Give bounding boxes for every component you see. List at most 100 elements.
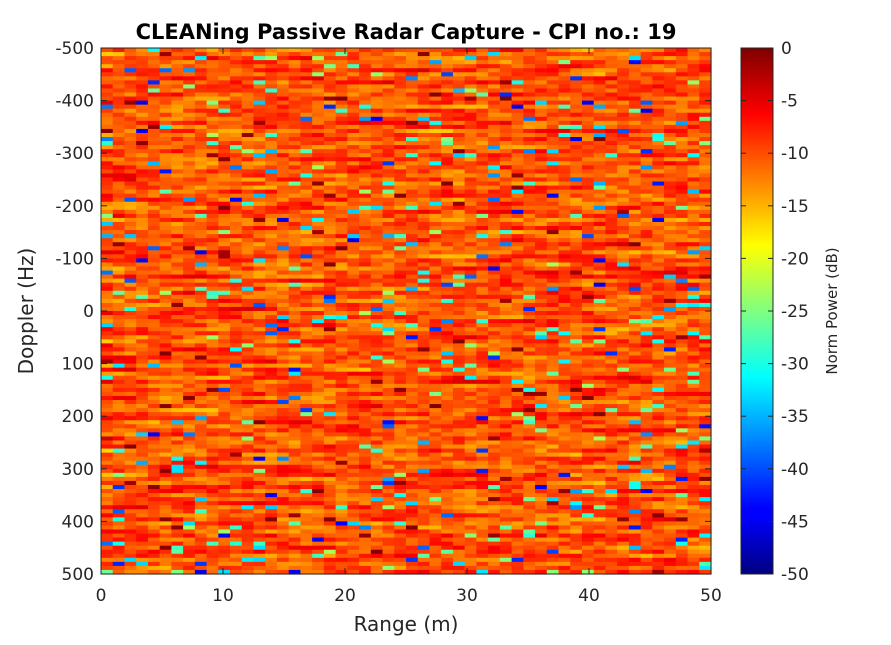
heatmap-cell xyxy=(535,217,548,223)
heatmap-cell xyxy=(593,375,607,381)
heatmap-cell xyxy=(288,258,302,264)
heatmap-cell xyxy=(593,266,607,272)
heatmap-cell xyxy=(206,217,219,223)
heatmap-cell xyxy=(265,395,278,401)
heatmap-cell xyxy=(347,383,360,389)
heatmap-cell xyxy=(652,209,665,215)
heatmap-cell xyxy=(640,395,653,401)
heatmap-cell xyxy=(523,395,536,401)
heatmap-cell xyxy=(640,104,653,110)
heatmap-cell xyxy=(617,379,630,385)
heatmap-cell xyxy=(546,185,560,191)
heatmap-cell xyxy=(171,250,184,255)
heatmap-cell xyxy=(171,367,184,373)
heatmap-cell xyxy=(253,84,266,90)
heatmap-cell xyxy=(136,416,149,421)
heatmap-cell xyxy=(183,177,196,183)
heatmap-cell xyxy=(312,311,325,316)
heatmap-cell xyxy=(370,80,384,86)
heatmap-cell xyxy=(124,201,137,207)
heatmap-cell xyxy=(276,137,290,142)
heatmap-cell xyxy=(230,68,243,73)
heatmap-cell xyxy=(417,141,431,146)
heatmap-cell xyxy=(511,137,524,142)
heatmap-cell xyxy=(476,161,489,166)
heatmap-cell xyxy=(394,153,407,158)
heatmap-cell xyxy=(370,311,384,316)
heatmap-cell xyxy=(406,375,419,381)
heatmap-cell xyxy=(699,351,712,357)
heatmap-cell xyxy=(499,335,513,340)
heatmap-cell xyxy=(147,221,161,227)
heatmap-cell xyxy=(394,262,407,268)
heatmap-cell xyxy=(265,161,278,166)
heatmap-cell xyxy=(535,363,548,369)
heatmap-cell xyxy=(101,108,114,114)
heatmap-cell xyxy=(288,92,302,98)
heatmap-cell xyxy=(593,315,607,320)
heatmap-cell xyxy=(546,323,560,328)
heatmap-cell xyxy=(124,270,137,276)
heatmap-cell xyxy=(230,359,243,365)
heatmap-cell xyxy=(652,96,665,102)
heatmap-cell xyxy=(593,96,607,102)
heatmap-cell xyxy=(488,193,501,199)
heatmap-cell xyxy=(535,112,548,118)
heatmap-cell xyxy=(394,246,407,251)
heatmap-cell xyxy=(406,363,419,369)
heatmap-cell xyxy=(546,343,560,349)
heatmap-cell xyxy=(511,298,524,304)
heatmap-cell xyxy=(147,161,161,166)
heatmap-cell xyxy=(652,351,665,357)
heatmap-cell xyxy=(124,120,137,126)
heatmap-cell xyxy=(206,254,219,259)
heatmap-cell xyxy=(359,153,372,158)
heatmap-cell xyxy=(171,92,184,98)
heatmap-cell xyxy=(394,294,407,300)
heatmap-cell xyxy=(605,201,618,207)
heatmap-cell xyxy=(523,375,536,381)
heatmap-cell xyxy=(382,193,395,199)
heatmap-cell xyxy=(488,347,501,353)
heatmap-cell xyxy=(546,347,560,353)
heatmap-cell xyxy=(499,193,513,199)
heatmap-cell xyxy=(464,298,477,304)
heatmap-cell xyxy=(406,169,419,175)
heatmap-cell xyxy=(452,145,466,150)
heatmap-cell xyxy=(335,238,348,243)
heatmap-cell xyxy=(429,258,442,264)
heatmap-cell xyxy=(605,205,618,211)
heatmap-cell xyxy=(476,408,489,413)
heatmap-cell xyxy=(265,363,278,369)
heatmap-cell xyxy=(276,120,290,126)
heatmap-cell xyxy=(206,226,219,231)
heatmap-cell xyxy=(558,355,571,361)
heatmap-cell xyxy=(335,254,348,259)
heatmap-cell xyxy=(253,189,266,195)
heatmap-cell xyxy=(206,262,219,268)
heatmap-cell xyxy=(194,169,208,175)
heatmap-cell xyxy=(241,48,255,53)
heatmap-cell xyxy=(300,56,313,61)
heatmap-cell xyxy=(288,181,302,187)
heatmap-cell xyxy=(335,201,348,207)
heatmap-cell xyxy=(218,88,231,94)
heatmap-cell xyxy=(347,153,360,158)
heatmap-cell xyxy=(335,189,348,195)
heatmap-cell xyxy=(194,52,208,57)
heatmap-cell xyxy=(147,416,161,421)
heatmap-cell xyxy=(335,416,348,421)
heatmap-cell xyxy=(300,270,313,276)
heatmap-cell xyxy=(218,343,231,349)
heatmap-cell xyxy=(370,262,384,268)
heatmap-cell xyxy=(171,76,184,81)
heatmap-cell xyxy=(652,420,665,425)
heatmap-cell xyxy=(581,205,595,211)
heatmap-cell xyxy=(570,242,583,247)
heatmap-cell xyxy=(171,197,184,203)
heatmap-cell xyxy=(558,379,571,385)
heatmap-cell xyxy=(664,181,677,187)
heatmap-cell xyxy=(441,234,454,239)
heatmap-cell xyxy=(476,347,489,353)
heatmap-cell xyxy=(112,355,126,361)
